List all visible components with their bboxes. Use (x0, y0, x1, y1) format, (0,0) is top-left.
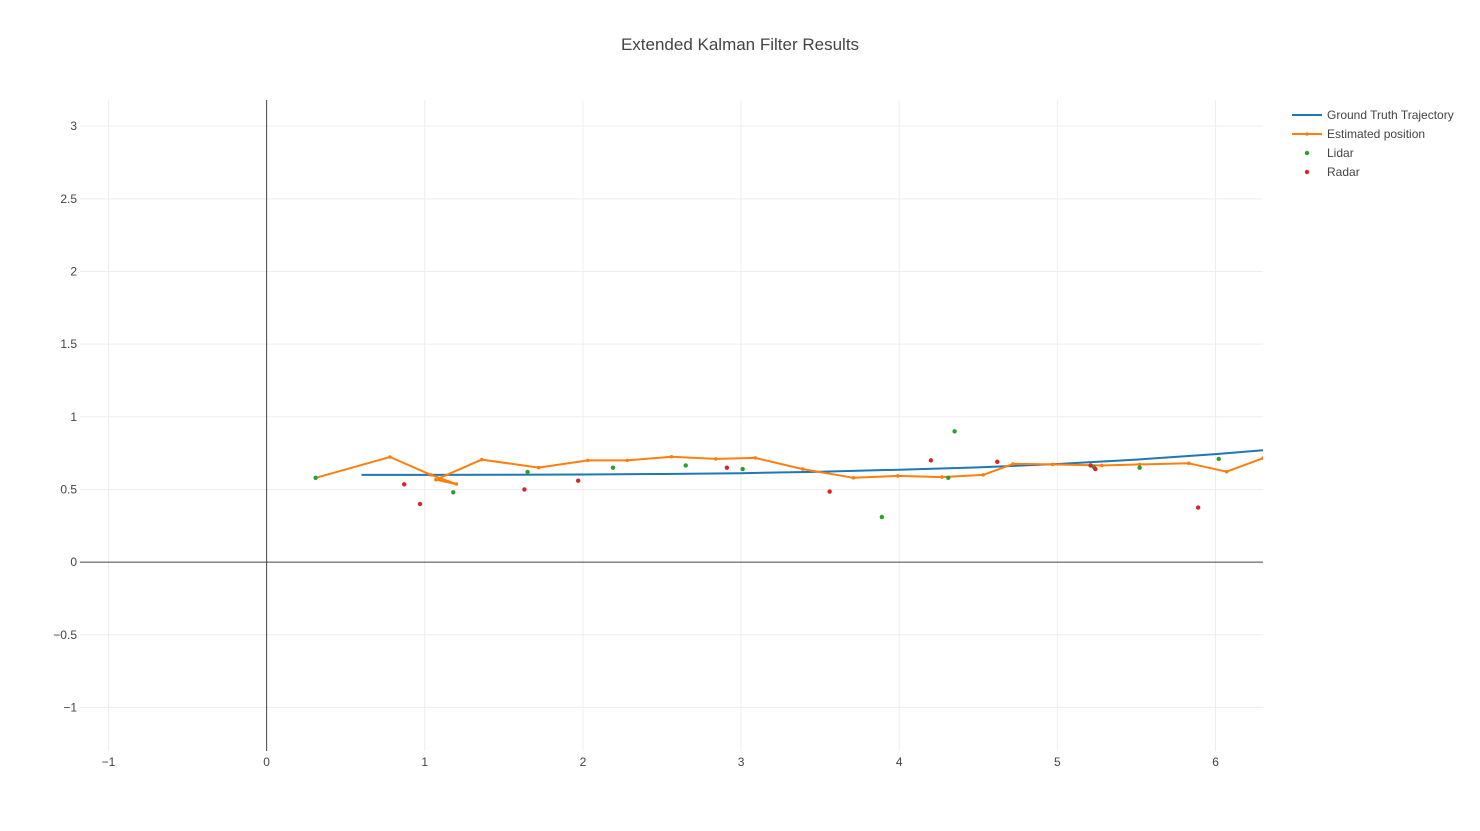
estimated-position-point (1137, 462, 1142, 467)
legend-item-estimated-position[interactable]: Estimated position (1292, 127, 1425, 141)
radar-point (928, 458, 934, 463)
radar-point (995, 459, 1000, 465)
y-axis-ticks: −1 −0.5 0 0.5 1 1.5 2 2.5 3 (53, 119, 77, 714)
radar-point (1088, 463, 1093, 468)
x-tick-label: 1 (421, 755, 428, 769)
legend-swatch-marker (1305, 132, 1309, 136)
estimated-position-point (536, 465, 541, 470)
y-tick-label: 3 (70, 119, 77, 133)
radar-point (402, 482, 407, 487)
legend-item-radar[interactable]: Radar (1304, 165, 1360, 179)
radar-point (575, 478, 581, 483)
y-tick-label: 1 (70, 410, 77, 424)
x-axis-ticks: −1 0 1 2 3 4 5 6 (102, 755, 1220, 769)
radar-point (724, 465, 730, 470)
estimated-position-point (429, 473, 433, 477)
estimated-position-point (669, 454, 674, 459)
legend-label: Estimated position (1327, 127, 1425, 141)
estimated-position-point (625, 458, 630, 463)
estimated-position-point (1099, 463, 1104, 468)
estimated-position-point (851, 476, 856, 480)
lidar-point (525, 469, 530, 475)
x-tick-label: 0 (263, 755, 270, 769)
legend[interactable]: Ground Truth Trajectory Estimated positio… (1292, 108, 1454, 179)
estimated-position-point (1011, 462, 1015, 466)
x-tick-label: 2 (580, 755, 587, 769)
radar-point (417, 501, 423, 507)
lidar-point (313, 475, 318, 481)
radar-point (1093, 466, 1098, 472)
estimated-position-line (315, 455, 1263, 486)
legend-label: Ground Truth Trajectory (1327, 108, 1454, 122)
lidar-point (451, 490, 456, 495)
estimated-position-point (1186, 461, 1191, 466)
estimated-position-point (940, 475, 944, 479)
estimated-position-point (895, 474, 900, 478)
lidar-point (952, 429, 957, 434)
radar-point (522, 487, 527, 492)
y-tick-label: 2 (70, 264, 77, 278)
lidar-point (1216, 456, 1221, 462)
y-tick-label: 2.5 (60, 192, 77, 206)
lidar-point (946, 475, 951, 481)
estimated-position-point (753, 456, 758, 460)
chart-title: Extended Kalman Filter Results (621, 35, 859, 54)
legend-swatch-marker (1304, 169, 1310, 175)
legend-swatch-marker (1304, 150, 1310, 156)
x-tick-label: 4 (896, 755, 903, 769)
estimated-position-point (388, 455, 392, 459)
estimated-position-point (800, 467, 805, 471)
x-tick-label: −1 (102, 755, 116, 769)
x-tick-label: 6 (1212, 755, 1219, 769)
legend-label: Radar (1327, 165, 1360, 179)
radar-point (1195, 505, 1201, 510)
grid-layer (80, 100, 1263, 751)
y-tick-label: 0 (70, 555, 77, 569)
x-tick-label: 3 (738, 755, 745, 769)
estimated-position-point (434, 477, 438, 482)
plot-series (313, 429, 1263, 520)
estimated-position-point (981, 473, 985, 477)
lidar-point (610, 465, 616, 470)
y-tick-label: −1 (63, 700, 77, 714)
estimated-position-point (1224, 469, 1229, 474)
estimated-position-point (1261, 456, 1263, 460)
lidar-point (1137, 465, 1142, 470)
estimated-position-point (585, 458, 590, 463)
y-tick-label: 0.5 (60, 482, 77, 496)
lidar-point (683, 463, 688, 468)
estimated-position-point (1050, 462, 1055, 467)
radar-point (827, 489, 832, 494)
zero-lines (80, 100, 1263, 751)
legend-item-lidar[interactable]: Lidar (1304, 146, 1354, 160)
estimated-position-point (713, 457, 718, 461)
y-tick-label: −0.5 (53, 628, 77, 642)
estimated-position-point (454, 482, 459, 486)
lidar-point (740, 466, 745, 472)
lidar-point (879, 514, 885, 520)
estimated-position-point (479, 457, 484, 462)
y-tick-label: 1.5 (60, 337, 77, 351)
legend-label: Lidar (1327, 146, 1354, 160)
x-tick-label: 5 (1054, 755, 1061, 769)
legend-item-ground-truth-trajectory[interactable]: Ground Truth Trajectory (1292, 108, 1454, 122)
